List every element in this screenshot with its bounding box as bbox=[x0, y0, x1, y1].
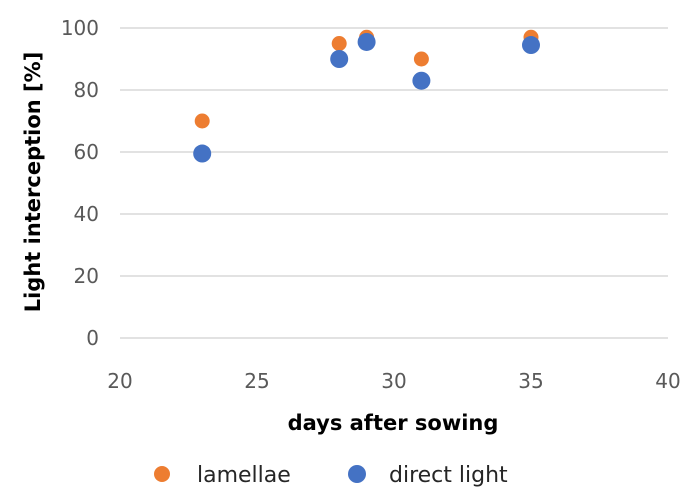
data-points bbox=[193, 29, 540, 163]
x-tick-label: 20 bbox=[107, 369, 132, 393]
legend-label-lamellae: lamellae bbox=[197, 463, 291, 488]
data-point-lamellae bbox=[194, 113, 210, 129]
data-point-lamellae bbox=[413, 51, 429, 67]
legend: lamellae direct light bbox=[154, 463, 508, 488]
data-point-direct-light bbox=[193, 144, 212, 163]
x-tick-label: 25 bbox=[244, 369, 269, 393]
legend-marker-lamellae bbox=[154, 466, 170, 482]
y-tick-label: 80 bbox=[74, 78, 99, 102]
x-tick-label: 30 bbox=[381, 369, 406, 393]
y-axis-title: Light interception [%] bbox=[21, 52, 45, 313]
data-point-direct-light bbox=[330, 50, 349, 68]
y-tick-label: 60 bbox=[74, 140, 99, 164]
legend-label-direct-light: direct light bbox=[389, 463, 508, 488]
data-point-lamellae bbox=[331, 36, 347, 51]
data-point-direct-light bbox=[357, 32, 376, 51]
legend-marker-direct-light bbox=[348, 465, 366, 483]
x-axis-ticks: 20 25 30 35 40 bbox=[107, 369, 680, 393]
data-point-direct-light bbox=[522, 36, 540, 55]
y-tick-label: 100 bbox=[61, 16, 99, 40]
data-point-direct-light bbox=[412, 71, 431, 90]
x-axis-title: days after sowing bbox=[288, 411, 499, 435]
y-tick-label: 40 bbox=[74, 202, 99, 226]
y-axis-ticks: 0 20 40 60 80 100 bbox=[61, 16, 99, 350]
series-direct-light bbox=[193, 32, 540, 163]
gridlines bbox=[120, 27, 668, 339]
x-tick-label: 40 bbox=[655, 369, 680, 393]
y-tick-label: 20 bbox=[74, 264, 99, 288]
x-tick-label: 35 bbox=[518, 369, 543, 393]
y-tick-label: 0 bbox=[86, 326, 99, 350]
